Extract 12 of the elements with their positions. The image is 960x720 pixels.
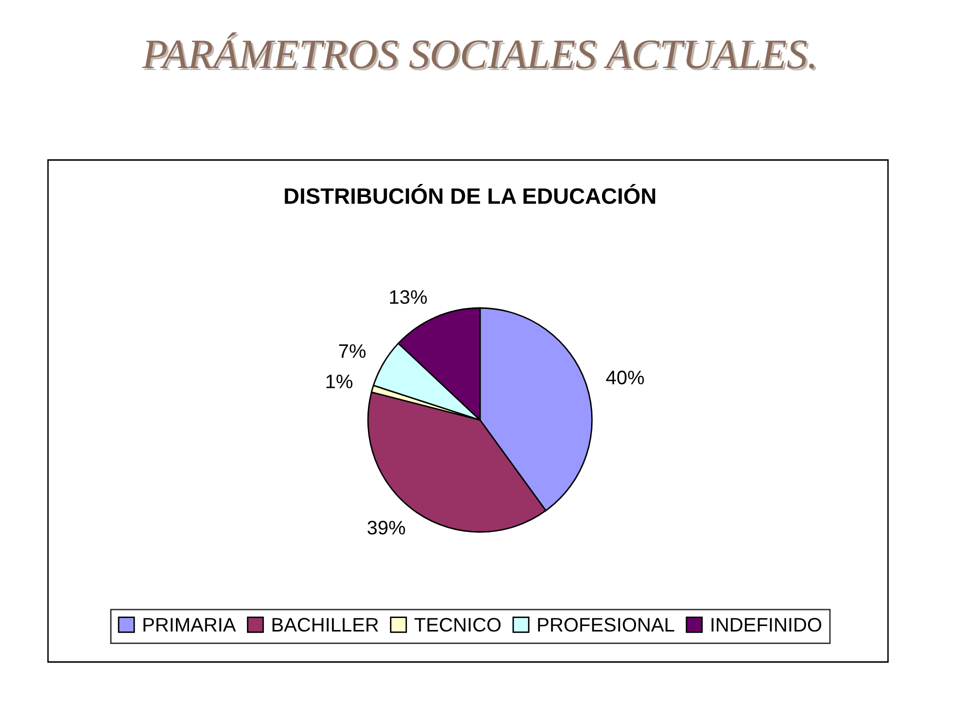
legend-label: INDEFINIDO	[712, 618, 822, 632]
legend-label: BACHILLER	[272, 618, 378, 632]
legend-label: PROFESIONAL	[538, 618, 674, 632]
legend-label: TECNICO	[414, 618, 501, 632]
data-label: 7%	[339, 344, 366, 358]
chart-subtitle: DISTRIBUCIÓN DE LA EDUCACIÓN	[284, 184, 656, 204]
chart-title: PARÁMETROS SOCIALES ACTUALES.	[144, 34, 816, 71]
data-label: 39%	[368, 520, 406, 535]
data-label: 13%	[390, 290, 427, 304]
data-label: 1%	[326, 374, 352, 388]
data-label: 40%	[606, 370, 644, 384]
legend-label: PRIMARIA	[144, 618, 236, 632]
